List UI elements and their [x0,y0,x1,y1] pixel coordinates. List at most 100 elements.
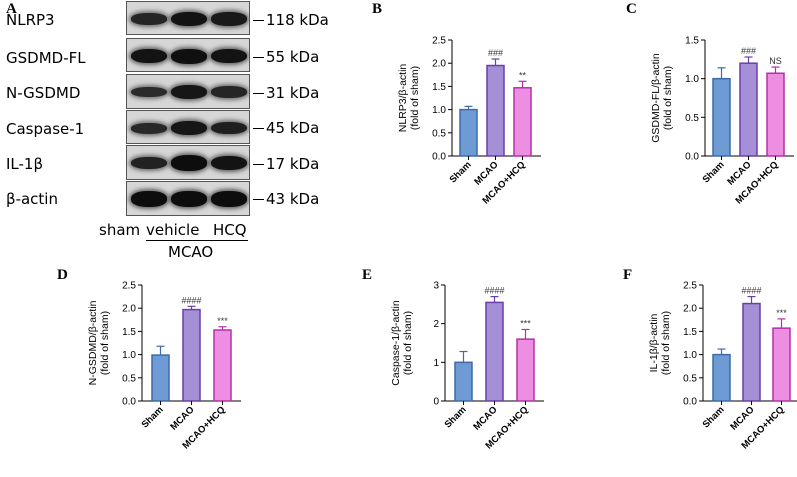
kda-label: 118 kDa [266,11,329,29]
significance-label: *** [776,308,787,318]
y-tick-label: 0 [433,397,439,408]
panel-letter-c: C [626,1,637,17]
chart-b: 0.0 0.5 1.0 1.5 2.0 2.5 NLRP3/β-actin (fold of … [397,36,541,206]
y-tick-label: 2.5 [122,281,136,292]
y-axis-label: N-GSDMD/β-actin [87,300,99,385]
bar [151,354,170,402]
blot-band [211,121,247,135]
panel-letter-a: A [6,1,17,17]
y-tick-label: 0.0 [432,152,446,163]
significance-label: #### [484,286,504,296]
y-tick-label: 0.5 [683,373,697,384]
y-tick-label: 1 [433,358,439,369]
y-tick-label: 0.0 [122,397,136,408]
chart-c: 0.0 0.5 1.0 1.5 GSDMD-FL/β-actin (fold of sha… [650,36,794,206]
bar [742,302,761,402]
y-axis-label: IL-1β/β-actin [648,313,660,372]
blot-band [171,155,207,171]
significance-label: #### [181,295,201,305]
y-tick-label: 0.5 [122,373,136,384]
y-tick-label: 2.0 [432,59,446,70]
panel-letter-d: D [57,267,68,283]
kda-marker-line [253,57,264,58]
blot-band [131,122,167,134]
chart-f: 0.0 0.5 1.0 1.5 2.0 2.5 IL-1β/β-actin (fold of … [648,281,797,451]
x-tick-label: MCAO [728,404,756,432]
blot-band [131,157,167,169]
y-tick-label: 2.0 [122,304,136,315]
bar [182,308,201,402]
kda-marker-line [253,20,264,21]
kda-label: 45 kDa [266,119,320,137]
y-tick-label: 1.5 [432,82,446,93]
bar [712,353,731,402]
significance-label: ### [488,48,503,58]
bar [712,77,731,157]
lane-label-sham: sham [99,221,141,239]
kda-label: 55 kDa [266,48,320,66]
y-tick-label: 1.0 [432,105,446,116]
y-tick-label: 1.5 [685,36,699,47]
blot-band [131,13,167,25]
bar [766,72,785,157]
bar [485,301,504,402]
significance-label: #### [741,286,761,296]
x-tick-label: MCAO [168,404,196,432]
bar [739,62,758,157]
blot-band [171,191,207,207]
y-tick-label: 1.5 [683,327,697,338]
blot-band [171,11,207,27]
blot-row-label: N-GSDMD [6,84,81,102]
blot-band [211,191,247,207]
lane-label-hcq: HCQ [213,221,247,239]
blot-band [131,191,167,207]
blot-strip-gsdmd-fl [126,38,250,72]
kda-label: 43 kDa [266,190,320,208]
bar [454,361,473,402]
blot-band [211,12,247,26]
y-tick-label: 0.5 [432,128,446,139]
y-tick-label: 3 [433,281,439,292]
y-axis-label: NLRP3/β-actin [397,64,409,133]
blot-band [171,121,207,135]
chart-e: 0 1 2 3 Caspase-1/β-actin (fold of sham) Sham #… [390,281,544,451]
y-axis-label: (fold of sham) [662,66,674,130]
lane-label-vehicle: vehicle [146,221,200,239]
blot-band [211,48,247,64]
blot-band [171,85,207,99]
significance-label: NS [769,56,782,66]
significance-label: ### [741,46,756,56]
blot-band [211,86,247,98]
x-tick-label: Sham [701,159,727,185]
blot-band [131,86,167,98]
kda-marker-line [253,128,264,129]
bar [772,327,791,402]
western-blot-panel: NLRP3 GSDMD-FL N-GSDMD Caspase-1 IL-1β β… [0,0,340,270]
y-tick-label: 1.0 [122,350,136,361]
panel-letter-b: B [372,1,383,17]
y-axis-label: Caspase-1/β-actin [390,300,402,386]
blot-band [211,155,247,171]
significance-label: ** [519,70,527,80]
significance-label: *** [217,316,228,326]
y-axis-label: GSDMD-FL/β-actin [650,53,662,143]
kda-marker-line [253,93,264,94]
x-tick-label: Sham [443,404,469,430]
y-tick-label: 0.0 [683,397,697,408]
panel-letter-f: F [623,267,633,283]
bar [513,87,532,157]
y-tick-label: 1.5 [122,327,136,338]
y-tick-label: 1.0 [685,74,699,85]
blot-band [131,48,167,64]
y-axis-label: (fold of sham) [402,311,414,375]
y-tick-label: 0.0 [685,152,699,163]
blot-strip-nlrp3 [126,1,250,35]
kda-marker-line [253,164,264,165]
y-axis-label: (fold of sham) [660,311,672,375]
x-tick-label: MCAO [471,404,499,432]
kda-label: 17 kDa [266,155,320,173]
chart-d: 0.0 0.5 1.0 1.5 2.0 2.5 N-GSDMD/β-actin (fold o… [87,281,241,451]
blot-row-label: IL-1β [6,155,44,173]
blot-strip-b-actin [126,181,250,216]
blot-row-label: Caspase-1 [6,120,85,138]
